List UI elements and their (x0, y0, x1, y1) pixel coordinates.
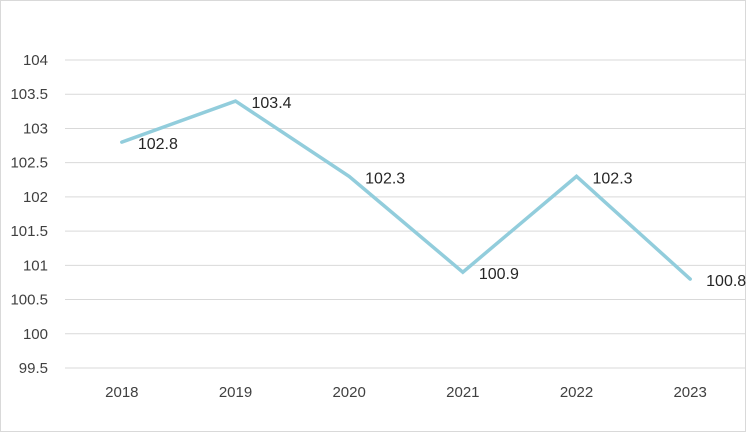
y-tick-label: 100 (23, 326, 48, 343)
data-label: 102.3 (365, 170, 405, 187)
y-axis-tick-labels: 99.5 100 100.5 101 101.5 102 102.5 103 103.5 104 (10, 52, 48, 377)
series-layer (120, 99, 692, 281)
data-point (688, 277, 692, 281)
y-tick-label: 101.5 (10, 223, 48, 240)
x-tick-label: 2018 (105, 384, 138, 401)
y-tick-label: 102 (23, 189, 48, 206)
y-tick-label: 99.5 (19, 360, 48, 377)
data-label: 102.8 (138, 136, 178, 153)
y-tick-label: 104 (23, 52, 48, 69)
data-label: 102.3 (593, 170, 633, 187)
data-point (234, 99, 237, 103)
x-tick-label: 2020 (332, 384, 365, 401)
data-point (575, 174, 578, 178)
data-point (120, 140, 124, 144)
data-label: 100.8 (706, 273, 746, 290)
y-tick-label: 103 (23, 120, 48, 137)
y-tick-label: 101 (23, 257, 48, 274)
data-point (461, 270, 465, 274)
x-axis-tick-labels: 2018 2019 2020 2021 2022 2023 (105, 384, 707, 401)
y-tick-label: 102.5 (10, 155, 48, 172)
gridlines (65, 59, 746, 369)
x-tick-label: 2021 (446, 384, 479, 401)
data-point (347, 174, 351, 178)
y-tick-label: 100.5 (10, 292, 48, 309)
series-line (120, 99, 692, 281)
x-tick-label: 2019 (219, 384, 252, 401)
data-label: 103.4 (252, 95, 292, 112)
data-label: 100.9 (479, 266, 519, 283)
data-labels: 102.8 103.4 102.3 100.9 102.3 100.8 (138, 95, 746, 290)
x-tick-label: 2022 (560, 384, 593, 401)
x-tick-label: 2023 (673, 384, 706, 401)
y-tick-label: 103.5 (10, 86, 48, 103)
